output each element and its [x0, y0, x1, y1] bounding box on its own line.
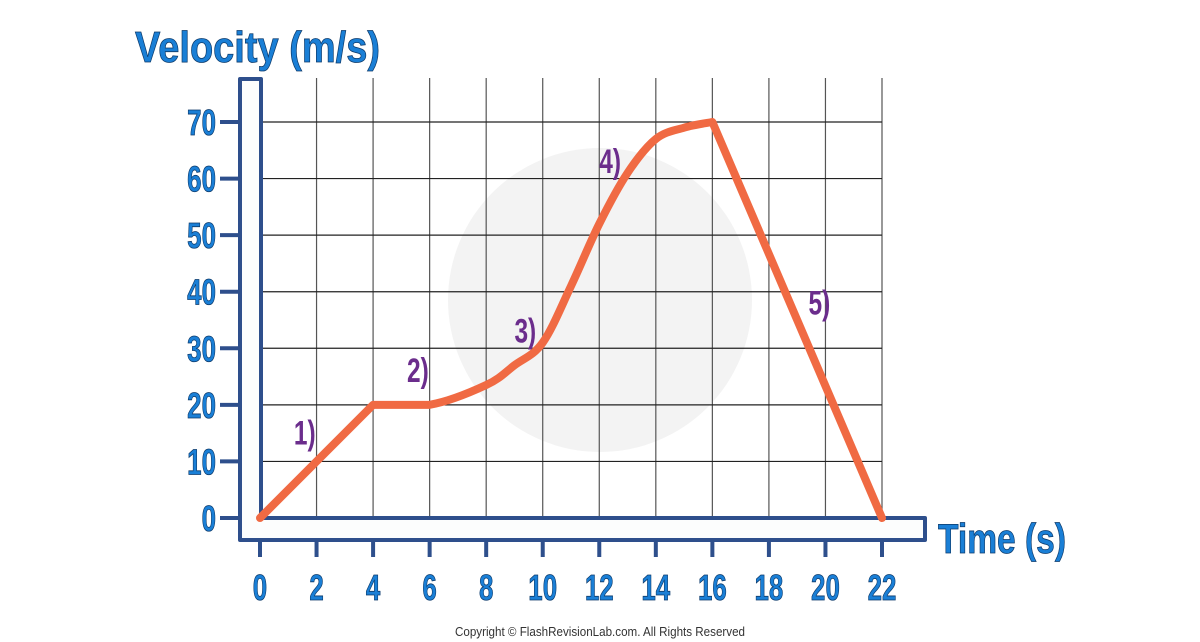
x-tick-label: 2: [309, 568, 323, 608]
x-tick-label: 14: [641, 568, 670, 608]
y-tick-label: 20: [187, 386, 216, 426]
x-axis-title: Time (s): [938, 515, 1066, 562]
x-tick-label: 20: [811, 568, 840, 608]
y-tick-label: 40: [187, 273, 216, 313]
x-tick-label: 22: [868, 568, 897, 608]
phase-label-2: 2): [407, 352, 429, 390]
phase-label-1: 1): [294, 415, 316, 453]
y-tick-label: 10: [187, 442, 216, 482]
y-tick-label: 0: [202, 499, 216, 539]
y-tick-label: 50: [187, 216, 216, 256]
x-tick-label: 0: [253, 568, 267, 608]
y-tick-label: 30: [187, 329, 216, 369]
velocity-line: [256, 118, 886, 522]
phase-label-4: 4): [599, 143, 621, 181]
copyright-footer: Copyright © FlashRevisionLab.com. All Ri…: [455, 624, 745, 639]
x-tick-label: 16: [698, 568, 727, 608]
axes-frame: [238, 77, 927, 542]
phase-label-3: 3): [514, 313, 536, 351]
watermark-logo: [448, 148, 752, 452]
x-tick-label: 10: [528, 568, 557, 608]
x-tick-label: 12: [585, 568, 614, 608]
x-tick-label: 18: [754, 568, 783, 608]
x-tick-label: 4: [366, 568, 381, 608]
x-tick-label: 8: [479, 568, 493, 608]
phase-label-5: 5): [808, 285, 830, 323]
x-tick-label: 6: [422, 568, 436, 608]
y-axis-title: Velocity (m/s): [135, 23, 380, 72]
y-tick-label: 70: [187, 103, 216, 143]
y-tick-label: 60: [187, 159, 216, 199]
